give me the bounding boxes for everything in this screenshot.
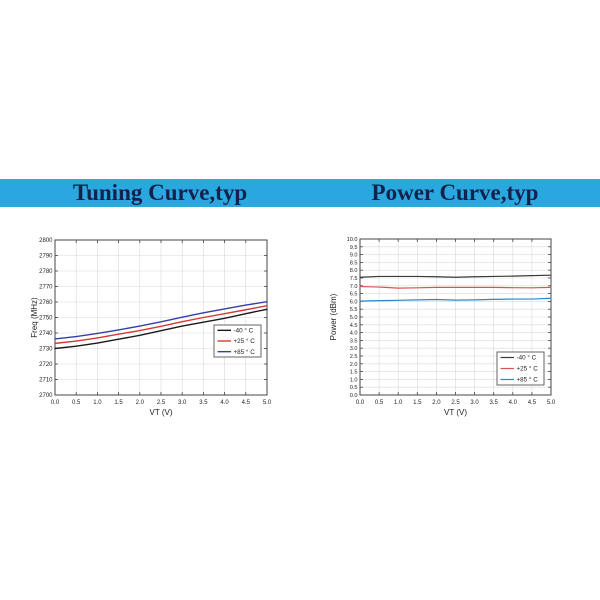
svg-text:4.5: 4.5 [350, 323, 358, 329]
svg-text:2.5: 2.5 [350, 354, 358, 360]
svg-text:4.0: 4.0 [220, 400, 229, 406]
svg-text:+85 ° C: +85 ° C [234, 348, 256, 356]
svg-text:2740: 2740 [39, 331, 53, 337]
svg-text:2760: 2760 [39, 300, 53, 306]
svg-text:9.5: 9.5 [350, 245, 358, 251]
svg-text:10.0: 10.0 [347, 237, 358, 243]
legend: -40 ° C +25 ° C +85 ° C [213, 324, 262, 358]
series-line-0 [54, 308, 268, 350]
svg-text:5.5: 5.5 [350, 307, 358, 313]
svg-text:9.0: 9.0 [350, 253, 358, 259]
svg-text:VT (V): VT (V) [150, 408, 173, 417]
svg-text:0.5: 0.5 [72, 400, 81, 406]
svg-text:3.5: 3.5 [490, 400, 499, 406]
svg-text:4.0: 4.0 [509, 400, 518, 406]
series-lines [359, 274, 552, 302]
svg-text:2.0: 2.0 [136, 400, 145, 406]
svg-text:-40 ° C: -40 ° C [234, 327, 254, 335]
svg-text:2.0: 2.0 [350, 362, 358, 368]
svg-text:1.5: 1.5 [114, 400, 123, 406]
series-line-1 [359, 285, 552, 289]
svg-text:2730: 2730 [39, 347, 53, 353]
svg-text:2700: 2700 [39, 393, 53, 399]
svg-text:2710: 2710 [39, 378, 53, 384]
svg-text:VT (V): VT (V) [444, 408, 467, 417]
svg-text:3.5: 3.5 [350, 338, 358, 344]
svg-text:+85 ° C: +85 ° C [517, 376, 539, 384]
plot-frame [54, 239, 268, 396]
svg-text:3.0: 3.0 [178, 400, 187, 406]
power-curve-chart: 0.0 0.5 1.0 1.5 2.0 2.5 3.0 3.5 4.0 4.5 5.0 0.0 0.5 1… [328, 228, 568, 424]
svg-text:0.0: 0.0 [51, 400, 60, 406]
tick-labels: 0.0 0.5 1.0 1.5 2.0 2.5 3.0 3.5 4.0 4.5 5.00.00.51… [347, 237, 556, 406]
svg-text:Freq (MHz): Freq (MHz) [30, 297, 39, 338]
banner-title-tuning: Tuning Curve,typ [72, 180, 248, 205]
legend: -40 ° C +25 ° C +85 ° C [496, 351, 545, 386]
svg-text:2.5: 2.5 [451, 400, 460, 406]
series-line-2 [359, 297, 552, 302]
svg-text:2790: 2790 [39, 254, 53, 260]
svg-text:5.0: 5.0 [263, 400, 272, 406]
svg-text:+25 ° C: +25 ° C [234, 337, 256, 345]
svg-text:5.0: 5.0 [547, 400, 556, 406]
series-line-2 [54, 300, 268, 340]
svg-text:2770: 2770 [39, 285, 53, 291]
svg-text:6.0: 6.0 [350, 299, 358, 305]
svg-text:1.0: 1.0 [394, 400, 403, 406]
tuning-chart-canvas: 0.0 0.5 1.0 1.5 2.0 2.5 3.0 3.5 4.0 4.5 5.0 2700 271… [30, 238, 272, 417]
svg-text:2.5: 2.5 [157, 400, 166, 406]
x-axis-title: VT (V) [150, 408, 173, 417]
svg-text:2.0: 2.0 [432, 400, 441, 406]
y-axis-title: Power (dBm) [329, 293, 338, 340]
y-axis-title: Freq (MHz) [30, 297, 39, 338]
svg-text:1.0: 1.0 [93, 400, 102, 406]
svg-text:1.5: 1.5 [350, 370, 358, 376]
svg-text:3.0: 3.0 [470, 400, 479, 406]
series-line-0 [359, 274, 552, 278]
svg-text:7.5: 7.5 [350, 276, 358, 282]
title-banner: Tuning Curve,typ Power Curve,typ [0, 179, 600, 207]
svg-text:1.5: 1.5 [413, 400, 422, 406]
banner-title-power: Power Curve,typ [371, 180, 539, 205]
svg-text:0.0: 0.0 [350, 393, 358, 399]
tick-labels: 0.0 0.5 1.0 1.5 2.0 2.5 3.0 3.5 4.0 4.5 5.0 2700 271… [39, 238, 272, 406]
svg-text:2720: 2720 [39, 362, 53, 368]
svg-text:8.0: 8.0 [350, 268, 358, 274]
svg-text:0.5: 0.5 [375, 400, 384, 406]
tuning-curve-chart: 0.0 0.5 1.0 1.5 2.0 2.5 3.0 3.5 4.0 4.5 5.0 2700 271… [28, 228, 298, 424]
svg-text:4.5: 4.5 [528, 400, 537, 406]
plot-frame [359, 238, 552, 396]
svg-text:6.5: 6.5 [350, 292, 358, 298]
svg-text:3.0: 3.0 [350, 346, 358, 352]
svg-text:0.5: 0.5 [350, 385, 358, 391]
svg-text:5.0: 5.0 [350, 315, 358, 321]
series-lines [54, 300, 268, 350]
series-line-1 [54, 305, 268, 345]
svg-text:0.0: 0.0 [356, 400, 365, 406]
x-axis-title: VT (V) [444, 408, 467, 417]
power-chart-canvas: 0.0 0.5 1.0 1.5 2.0 2.5 3.0 3.5 4.0 4.5 5.00.00.51… [329, 237, 556, 417]
svg-text:Power (dBm): Power (dBm) [329, 293, 338, 340]
svg-text:7.0: 7.0 [350, 284, 358, 290]
svg-text:2750: 2750 [39, 316, 53, 322]
svg-text:4.0: 4.0 [350, 331, 358, 337]
svg-text:2780: 2780 [39, 269, 53, 275]
svg-text:2800: 2800 [39, 238, 53, 244]
svg-text:4.5: 4.5 [242, 400, 251, 406]
svg-text:+25 ° C: +25 ° C [517, 365, 539, 373]
svg-text:8.5: 8.5 [350, 260, 358, 266]
svg-text:-40 ° C: -40 ° C [517, 354, 537, 362]
svg-text:3.5: 3.5 [199, 400, 208, 406]
svg-text:1.0: 1.0 [350, 377, 358, 383]
grid-lines [55, 240, 267, 395]
